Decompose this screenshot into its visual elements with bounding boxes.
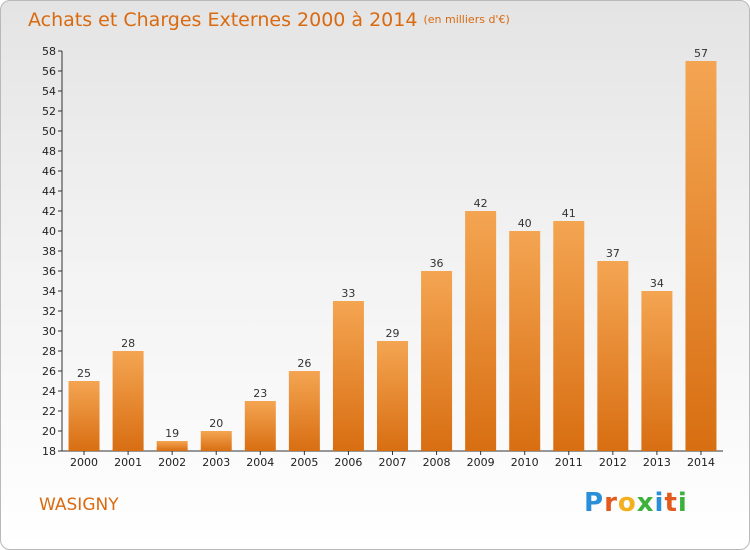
bar-2005 [288,371,320,451]
data-label: 40 [518,217,532,230]
data-label: 20 [209,417,223,430]
bar-2004 [244,401,276,451]
logo-letter: x [636,488,655,518]
y-tick-label: 48 [42,145,56,158]
proxiti-logo[interactable]: Proxiti [584,488,688,518]
x-tick-label: 2008 [423,456,451,469]
bar-2008 [421,271,453,451]
x-tick-label: 2003 [202,456,230,469]
bar-2012 [597,261,629,451]
x-tick-label: 2000 [70,456,98,469]
bar-2001 [112,351,144,451]
y-tick-label: 24 [42,385,56,398]
y-tick-label: 40 [42,225,56,238]
bar-2003 [200,431,232,451]
x-tick-label: 2011 [555,456,583,469]
y-tick-label: 22 [42,405,56,418]
bar-2000 [68,381,100,451]
data-label: 42 [474,197,488,210]
logo-letter: o [617,488,637,518]
bar-2002 [156,441,188,451]
logo-letter: P [584,488,605,518]
y-tick-label: 50 [42,125,56,138]
bar-2006 [332,301,364,451]
x-tick-label: 2002 [158,456,186,469]
y-tick-label: 58 [42,45,56,58]
chart-title-text: Achats et Charges Externes 2000 à 2014 [28,9,418,31]
y-tick-label: 44 [42,185,56,198]
logo-letter: r [604,488,618,518]
data-label: 23 [253,387,267,400]
bar-2009 [465,211,497,451]
bar-2014 [685,61,717,451]
y-tick-label: 52 [42,105,56,118]
chart-title: Achats et Charges Externes 2000 à 2014 (e… [28,9,510,31]
bar-2007 [377,341,408,451]
data-label: 29 [386,327,400,340]
y-tick-label: 54 [42,85,56,98]
x-tick-label: 2009 [467,456,495,469]
bar-2013 [641,291,673,451]
x-tick-label: 2007 [379,456,407,469]
data-label: 28 [121,337,135,350]
data-label: 33 [341,287,355,300]
chart-bars: 25 28 19 20 23 26 33 29 36 42 40 41 37 34 57 [68,47,717,451]
y-tick-label: 28 [42,345,56,358]
chart-unit-label: (en milliers d'€) [423,13,510,26]
logo-letter: i [677,488,688,518]
x-tick-label: 2010 [511,456,539,469]
data-label: 19 [165,427,179,440]
y-tick-label: 36 [42,265,56,278]
x-tick-label: 2004 [246,456,274,469]
x-tick-label: 2014 [687,456,715,469]
x-tick-label: 2012 [599,456,627,469]
x-tick-label: 2001 [114,456,142,469]
bar-2010 [509,231,541,451]
y-tick-label: 56 [42,65,56,78]
logo-letter: t [664,488,678,518]
y-tick-label: 32 [42,305,56,318]
x-tick-label: 2013 [643,456,671,469]
y-tick-label: 26 [42,365,56,378]
y-tick-label: 20 [42,425,56,438]
data-label: 25 [77,367,91,380]
data-label: 37 [606,247,620,260]
data-label: 36 [430,257,444,270]
logo-letter: i [654,488,665,518]
data-label: 34 [650,277,664,290]
y-tick-label: 46 [42,165,56,178]
town-name: WASIGNY [39,495,119,515]
data-label: 57 [694,47,708,60]
y-tick-label: 30 [42,325,56,338]
y-tick-label: 18 [42,445,56,458]
data-label: 26 [297,357,311,370]
x-tick-label: 2006 [334,456,362,469]
y-tick-label: 42 [42,205,56,218]
y-tick-label: 38 [42,245,56,258]
y-tick-label: 34 [42,285,56,298]
data-label: 41 [562,207,576,220]
bar-2011 [553,221,585,451]
x-tick-label: 2005 [290,456,318,469]
